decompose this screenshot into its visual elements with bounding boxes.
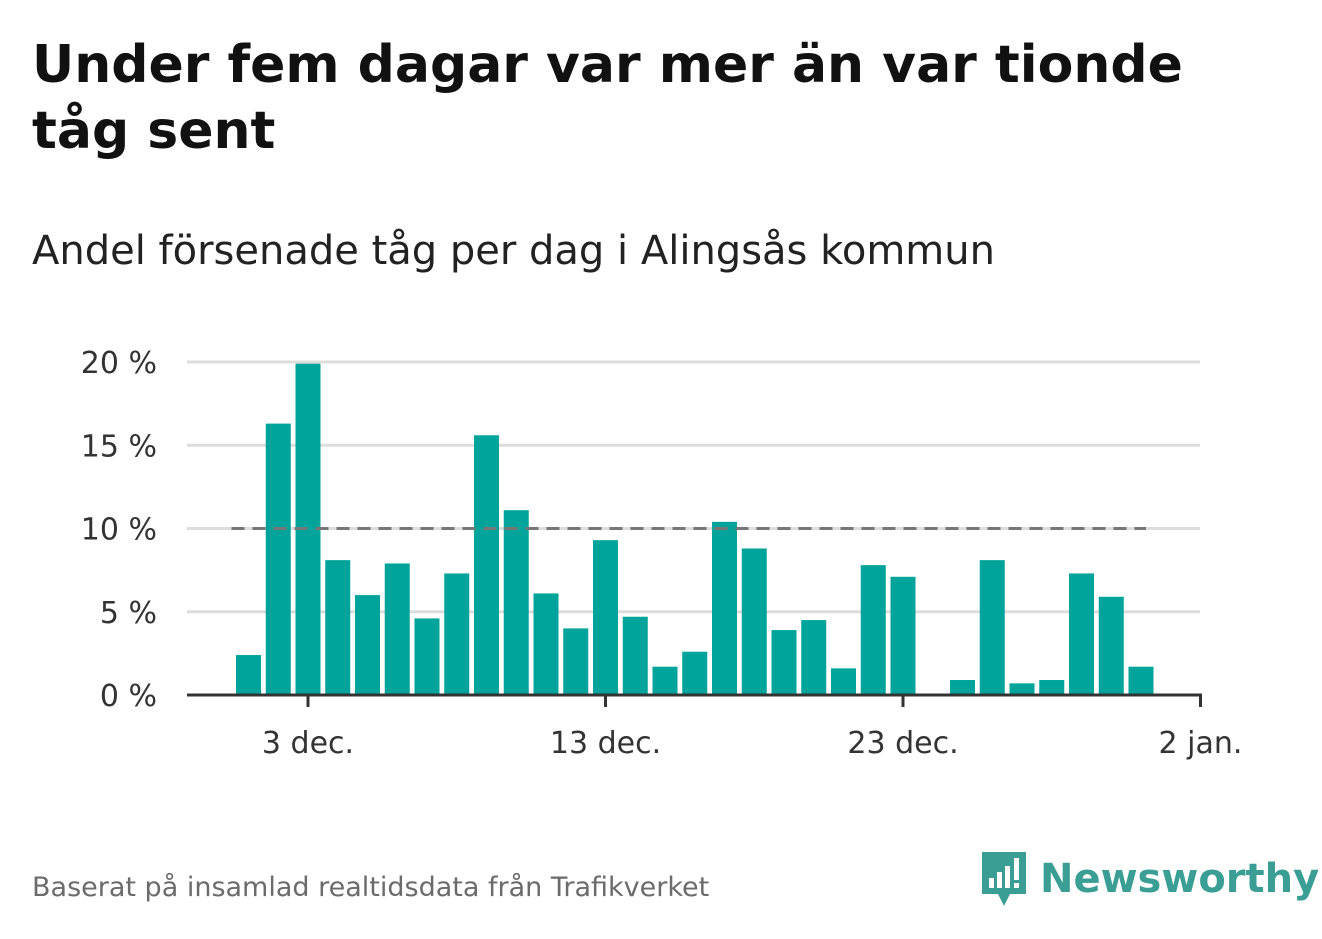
bar xyxy=(503,510,529,695)
bar xyxy=(265,423,291,695)
newsworthy-logo-icon xyxy=(982,852,1026,906)
bar xyxy=(1039,680,1065,695)
x-tick-label: 13 dec. xyxy=(550,726,661,761)
bar xyxy=(474,435,499,695)
bar xyxy=(325,560,351,695)
y-tick-label: 15 % xyxy=(81,429,157,464)
y-tick-label: 20 % xyxy=(81,346,157,381)
bar xyxy=(890,576,916,695)
bar xyxy=(1069,573,1094,695)
chart-subtitle: Andel försenade tåg per dag i Alingsås k… xyxy=(32,228,995,274)
y-tick-label: 10 % xyxy=(81,513,157,548)
newsworthy-logo-text: Newsworthy xyxy=(1040,856,1320,902)
bar xyxy=(860,565,886,695)
bar xyxy=(1098,596,1124,695)
chart-title: Under fem dagar var mer än var tionde tå… xyxy=(32,35,1183,161)
x-tick-label: 2 jan. xyxy=(1159,726,1243,761)
bar xyxy=(622,616,648,695)
bar xyxy=(444,573,470,695)
bar xyxy=(533,593,559,695)
bar xyxy=(384,563,410,695)
x-tick-label: 23 dec. xyxy=(847,726,958,761)
bar xyxy=(771,630,797,695)
bar xyxy=(682,651,708,695)
source-note: Baserat på insamlad realtidsdata från Tr… xyxy=(32,872,710,903)
y-tick-label: 0 % xyxy=(100,679,157,714)
bar xyxy=(831,668,856,695)
bar xyxy=(950,680,975,695)
bar xyxy=(801,620,827,695)
bar xyxy=(355,595,380,695)
bar xyxy=(979,560,1005,695)
bar xyxy=(593,540,618,695)
bar xyxy=(563,628,589,695)
bar xyxy=(1128,666,1154,695)
bar xyxy=(712,521,737,695)
y-tick-label: 5 % xyxy=(100,596,157,631)
bar xyxy=(741,548,767,695)
newsworthy-logo: Newsworthy xyxy=(980,848,1319,910)
axes: 0 % 5 % 10 % 15 % 20 % 3 dec. 13 dec. 23 dec. 2 … xyxy=(81,346,1243,761)
bar xyxy=(1009,683,1035,695)
bar xyxy=(414,618,440,695)
bar xyxy=(236,655,261,695)
bar xyxy=(652,666,678,695)
bar-chart: 0 % 5 % 10 % 15 % 20 % 3 dec. 13 dec. 23 dec. 2 … xyxy=(81,346,1243,761)
x-tick-label: 3 dec. xyxy=(262,726,354,761)
